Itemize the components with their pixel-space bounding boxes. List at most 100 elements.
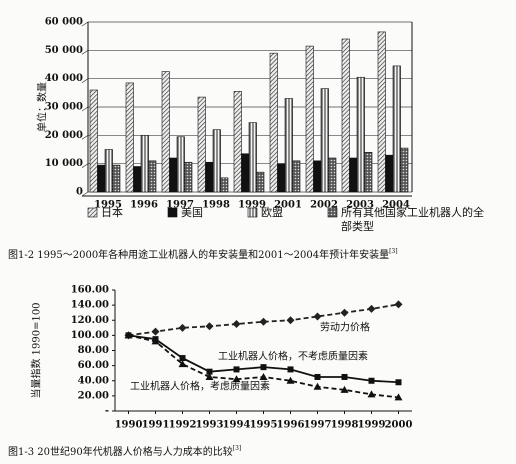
y-tick-label: 20.00: [78, 390, 109, 401]
y-tick-label: 120.00: [71, 315, 109, 326]
x-tick-label: 2002: [310, 200, 338, 211]
y-tick-label: 140.00: [71, 300, 109, 311]
grid-line: [81, 21, 412, 27]
x-tick-label: 2003: [346, 200, 374, 211]
bar: [392, 65, 401, 193]
bar: [125, 82, 134, 193]
legend-swatch: [87, 207, 98, 218]
y-tick-label: 40 000: [45, 73, 83, 84]
x-tick-label: 1991: [142, 420, 170, 431]
x-tick-label: 1994: [223, 420, 251, 431]
marker: [287, 366, 294, 373]
bar: [104, 149, 113, 193]
bar: [356, 76, 365, 193]
marker: [232, 320, 241, 329]
y-tick-label: 20 000: [45, 130, 83, 141]
y-tick-label: 40.00: [78, 375, 109, 386]
bar: [385, 154, 394, 193]
bar: [248, 122, 257, 193]
bar: [256, 171, 265, 193]
marker: [205, 372, 214, 380]
x-tick-label: 1997: [304, 420, 332, 431]
caption-text: 图1-3 20世纪90年代机器人价格与人力成本的比较: [8, 445, 233, 458]
bar: [341, 38, 350, 193]
x-tick-label: 1999: [358, 420, 386, 431]
bar: [305, 45, 314, 193]
x-tick-label: 1992: [169, 420, 197, 431]
caption: 图1-3 20世纪90年代机器人价格与人力成本的比较[3]: [8, 445, 241, 458]
marker: [205, 322, 214, 331]
marker: [178, 360, 187, 368]
bar: [349, 157, 358, 193]
caption-ref: [3]: [389, 248, 398, 255]
x-tick-label: 2001: [274, 200, 302, 211]
legend-label: 美国: [181, 206, 203, 219]
y-tick-label: -: [105, 406, 109, 417]
legend-swatch: [327, 207, 338, 218]
bar: [140, 135, 149, 193]
marker: [206, 368, 213, 375]
y-tick-label: 60.00: [78, 360, 109, 371]
series-line: [128, 303, 399, 337]
y-axis-label: 单位：数量: [36, 82, 49, 132]
bar: [148, 160, 157, 193]
bar: [400, 147, 409, 193]
marker: [340, 308, 349, 317]
marker: [394, 300, 403, 309]
x-tick-label: 1993: [196, 420, 224, 431]
x-tick-label: 1995: [250, 420, 278, 431]
bar: [212, 129, 221, 193]
marker: [314, 373, 321, 380]
bar: [269, 52, 278, 193]
bar: [169, 157, 178, 193]
bar: [328, 157, 337, 193]
bar: [176, 136, 185, 193]
marker: [286, 376, 295, 384]
bar: [320, 88, 329, 193]
marker: [151, 327, 160, 336]
bar: [97, 164, 106, 193]
marker: [259, 372, 268, 380]
y-tick-label: 10 000: [45, 158, 83, 169]
marker: [178, 323, 187, 332]
legend-swatch: [167, 207, 178, 218]
x-tick-label: 1998: [331, 420, 359, 431]
series-annotation: 工业机器人价格，考虑质量因素: [130, 380, 270, 393]
marker: [260, 364, 267, 371]
caption: 图1-2 1995～2000年各种用途工业机器人的年安装量和2001～2004年…: [8, 248, 398, 261]
marker: [151, 337, 160, 345]
bar: [161, 71, 170, 193]
marker: [286, 316, 295, 325]
x-tick-label: 2000: [385, 420, 413, 431]
x-tick-label: 1998: [202, 200, 230, 211]
y-tick-label: 60 000: [45, 17, 83, 28]
x-tick-label: 1996: [130, 200, 158, 211]
caption-text: 图1-2 1995～2000年各种用途工业机器人的年安装量和2001～2004年…: [8, 248, 389, 261]
marker: [367, 304, 376, 313]
marker: [341, 373, 348, 380]
bar: [364, 152, 373, 193]
x-tick-label: 1996: [277, 420, 305, 431]
bar: [184, 161, 193, 193]
bar: [233, 91, 242, 193]
x-tick-label: 1999: [238, 200, 266, 211]
bar: [377, 31, 386, 193]
marker: [313, 382, 322, 390]
bar: [112, 164, 121, 193]
marker: [313, 312, 322, 321]
legend-label: 所有其他国家工业机器人的全部类型: [341, 206, 484, 233]
x-tick-label: 1995: [94, 200, 122, 211]
bar: [313, 160, 322, 193]
marker: [179, 355, 186, 362]
grid-line: [81, 49, 412, 55]
marker: [259, 317, 268, 326]
marker: [395, 379, 402, 386]
legend-swatch: [247, 207, 258, 218]
x-tick-label: 1990: [115, 420, 143, 431]
legend-label: 日本: [101, 206, 123, 219]
y-tick-label: 80.00: [78, 345, 109, 356]
y-axis-label: 当量指数 1990=100: [30, 302, 43, 398]
series-annotation: 工业机器人价格，不考虑质量因素: [218, 350, 368, 363]
bar: [205, 161, 214, 193]
